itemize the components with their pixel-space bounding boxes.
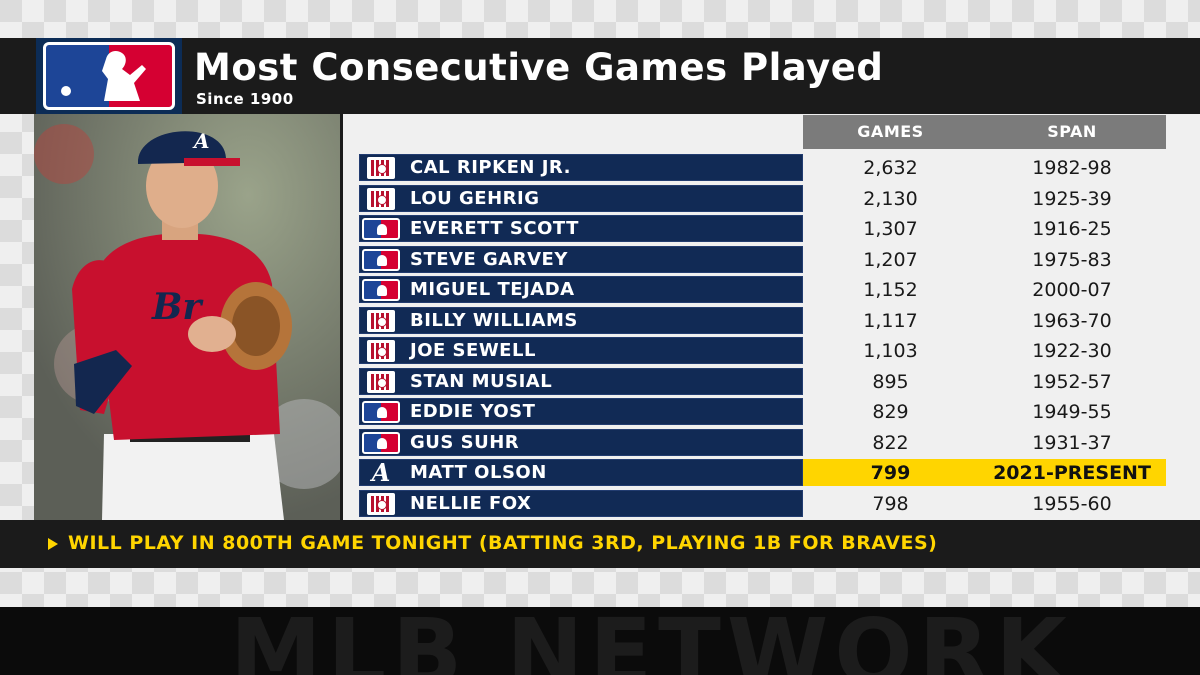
mlb-logo-icon: [361, 400, 401, 423]
player-name: MIGUEL TEJADA: [410, 279, 575, 300]
span-value: 1949-55: [1032, 401, 1112, 423]
games-value: 1,152: [863, 279, 918, 301]
player-name-bar: [359, 154, 803, 181]
hall-of-fame-icon: [361, 309, 401, 332]
span-value: 1955-60: [1032, 493, 1112, 515]
span-value: 1982-98: [1032, 157, 1112, 179]
note-bar: [0, 520, 1200, 568]
mlb-logo-icon: [36, 38, 182, 114]
games-value: 799: [870, 462, 911, 484]
hall-of-fame-icon: [361, 187, 401, 210]
player-name-bar: [359, 337, 803, 364]
hall-of-fame-icon: [361, 492, 401, 515]
table-row: EDDIE YOST 829 1949-55: [359, 398, 1166, 425]
page-title: Most Consecutive Games Played: [194, 46, 884, 89]
player-name: EVERETT SCOTT: [410, 218, 579, 239]
network-band: MLB NETWORK: [0, 607, 1200, 675]
player-name: JOE SEWELL: [410, 340, 536, 361]
games-value: 1,307: [863, 218, 918, 240]
hall-of-fame-icon: [361, 156, 401, 179]
mlb-network-watermark: MLB NETWORK: [230, 607, 1073, 675]
mlb-logo-icon: [361, 248, 401, 271]
span-value: 1963-70: [1032, 310, 1112, 332]
span-value: 1916-25: [1032, 218, 1112, 240]
title-bar: [0, 38, 1200, 114]
column-header-games: GAMES: [857, 122, 924, 141]
hall-of-fame-icon: [361, 339, 401, 362]
table-row: STAN MUSIAL 895 1952-57: [359, 368, 1166, 395]
play-arrow-icon: [48, 538, 58, 550]
player-name-bar: [359, 398, 803, 425]
games-value: 1,117: [863, 310, 918, 332]
player-name: EDDIE YOST: [410, 401, 536, 422]
player-name-bar: [359, 307, 803, 334]
player-name-bar: [359, 276, 803, 303]
span-value: 1925-39: [1032, 188, 1112, 210]
games-value: 1,103: [863, 340, 918, 362]
column-header-span: SPAN: [1047, 122, 1097, 141]
table-row: STEVE GARVEY 1,207 1975-83: [359, 246, 1166, 273]
mlb-logo-icon: [361, 278, 401, 301]
table-row: CAL RIPKEN JR. 2,632 1982-98: [359, 154, 1166, 181]
player-name: GUS SUHR: [410, 432, 520, 453]
table-row: JOE SEWELL 1,103 1922-30: [359, 337, 1166, 364]
span-value: 1952-57: [1032, 371, 1112, 393]
svg-text:Br: Br: [151, 286, 204, 328]
span-value: 2021-PRESENT: [993, 462, 1151, 484]
games-value: 798: [872, 493, 909, 515]
note-text: WILL PLAY IN 800TH GAME TONIGHT (BATTING…: [68, 532, 938, 554]
hall-of-fame-icon: [361, 370, 401, 393]
mlb-logo-icon: [361, 431, 401, 454]
braves-logo-icon: A: [371, 457, 391, 487]
player-name: BILLY WILLIAMS: [410, 310, 578, 331]
span-value: 1922-30: [1032, 340, 1112, 362]
highlight-bar: [803, 459, 1166, 486]
page-subtitle: Since 1900: [196, 90, 294, 108]
player-name-bar: [359, 368, 803, 395]
games-value: 2,130: [863, 188, 918, 210]
table-row: EVERETT SCOTT 1,307 1916-25: [359, 215, 1166, 242]
table-row: A MATT OLSON 799 2021-PRESENT: [359, 459, 1166, 486]
player-name: MATT OLSON: [410, 462, 547, 483]
table-row: BILLY WILLIAMS 1,117 1963-70: [359, 307, 1166, 334]
mlb-logo-icon: [361, 217, 401, 240]
player-name: STAN MUSIAL: [410, 371, 553, 392]
player-name: LOU GEHRIG: [410, 188, 540, 209]
player-name-bar: [359, 490, 803, 517]
player-name-bar: [359, 246, 803, 273]
player-name: NELLIE FOX: [410, 493, 532, 514]
player-name-bar: [359, 185, 803, 212]
panel-divider: [340, 114, 343, 520]
span-value: 1931-37: [1032, 432, 1112, 454]
span-value: 2000-07: [1032, 279, 1112, 301]
player-name-bar: [359, 429, 803, 456]
games-value: 895: [872, 371, 909, 393]
column-header-bar: [803, 115, 1166, 149]
player-photo: A Br: [34, 114, 340, 520]
table-row: GUS SUHR 822 1931-37: [359, 429, 1166, 456]
span-value: 1975-83: [1032, 249, 1112, 271]
table-row: MIGUEL TEJADA 1,152 2000-07: [359, 276, 1166, 303]
table-row: NELLIE FOX 798 1955-60: [359, 490, 1166, 517]
games-value: 829: [872, 401, 909, 423]
games-value: 1,207: [863, 249, 918, 271]
player-name-bar: [359, 459, 803, 486]
player-name-bar: [359, 215, 803, 242]
games-value: 822: [872, 432, 909, 454]
svg-text:A: A: [192, 129, 210, 153]
games-value: 2,632: [863, 157, 918, 179]
player-name: CAL RIPKEN JR.: [410, 157, 571, 178]
player-name: STEVE GARVEY: [410, 249, 568, 270]
table-row: LOU GEHRIG 2,130 1925-39: [359, 185, 1166, 212]
